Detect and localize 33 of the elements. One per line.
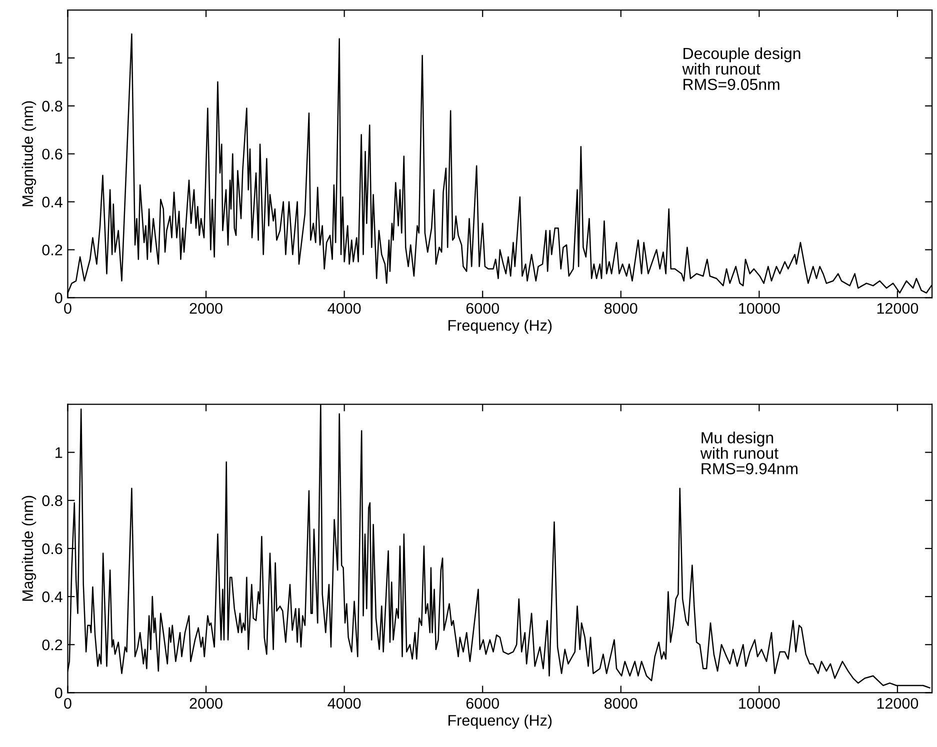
x-tick-label: 0 bbox=[64, 698, 72, 709]
y-axis-title: Magnitude (nm) bbox=[22, 101, 36, 206]
y-tick-label: 0 bbox=[54, 292, 62, 304]
x-tick-label: 0 bbox=[64, 302, 72, 314]
x-tick-label: 6000 bbox=[466, 698, 499, 709]
y-tick-label: 0 bbox=[54, 688, 62, 698]
x-tick-label: 8000 bbox=[604, 302, 638, 314]
y-tick-label: 0.2 bbox=[42, 639, 62, 650]
y-tick-label: 0.4 bbox=[42, 196, 62, 208]
x-axis-title: Frequency (Hz) bbox=[448, 320, 552, 334]
y-tick-label: 0.2 bbox=[42, 244, 62, 256]
y-tick-label: 0.4 bbox=[42, 591, 62, 602]
y-tick-label: 0.8 bbox=[42, 100, 62, 112]
x-tick-label: 4000 bbox=[328, 698, 361, 709]
y-tick-label: 0.6 bbox=[42, 148, 62, 160]
x-tick-label: 4000 bbox=[328, 302, 361, 314]
x-tick-label: 6000 bbox=[466, 302, 499, 314]
x-axis-title: Frequency (Hz) bbox=[448, 714, 552, 729]
line-series bbox=[68, 404, 930, 689]
y-tick-label: 0.6 bbox=[42, 543, 62, 554]
x-tick-label: 2000 bbox=[190, 302, 222, 314]
x-tick-label: 12000 bbox=[877, 302, 918, 314]
y-tick-label: 1 bbox=[56, 447, 62, 458]
x-tick-label: 10000 bbox=[739, 698, 780, 709]
x-tick-label: 8000 bbox=[604, 698, 638, 709]
x-tick-label: 12000 bbox=[877, 698, 918, 709]
y-axis-title: Magnitude (nm) bbox=[22, 496, 36, 601]
annotation: Decouple design with runout RMS=9.05nm bbox=[682, 47, 800, 90]
y-tick-label: 0.8 bbox=[42, 495, 62, 506]
x-tick-label: 10000 bbox=[739, 302, 780, 314]
annotation: Mu design with runout RMS=9.94nm bbox=[700, 432, 798, 474]
y-tick-label: 1 bbox=[56, 52, 62, 64]
x-tick-label: 2000 bbox=[190, 698, 222, 709]
